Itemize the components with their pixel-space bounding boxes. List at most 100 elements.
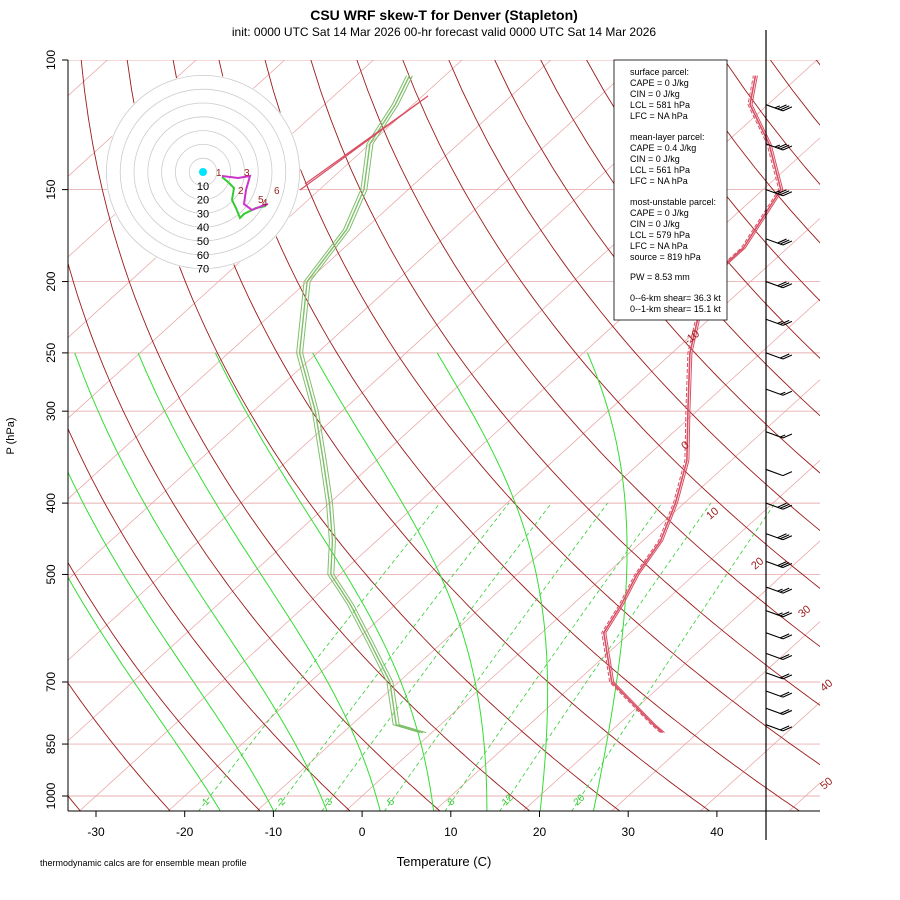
dry-adiabat-line xyxy=(356,60,820,648)
wind-barb-flag xyxy=(782,726,793,732)
mixing-ratio-line xyxy=(274,502,510,811)
dry-adiabat-line xyxy=(68,561,261,811)
wind-barb-flag xyxy=(782,191,793,197)
wind-barb-flag xyxy=(777,502,787,508)
wind-barb-flag xyxy=(779,144,790,150)
mu-lfc: LFC = NA hPa xyxy=(630,241,688,251)
wind-barb-half-flag xyxy=(774,144,780,148)
mean-layer-parcel-title: mean-layer parcel: xyxy=(630,132,705,142)
hodograph-ring-label: 20 xyxy=(197,195,209,207)
wind-barb xyxy=(765,652,793,661)
chart-subtitle: init: 0000 UTC Sat 14 Mar 2026 00-hr for… xyxy=(232,25,657,39)
hodograph-ring xyxy=(188,157,218,187)
isotherm-line xyxy=(788,782,820,811)
wind-barb-flag xyxy=(779,319,790,325)
hodograph-ring xyxy=(174,143,231,200)
y-axis-title: P (hPa) xyxy=(5,417,17,454)
mu-source: source = 819 hPa xyxy=(630,252,701,262)
wind-barb-shaft xyxy=(765,431,784,439)
mixing-ratio-line xyxy=(384,502,608,811)
dry-adiabat-line xyxy=(402,60,820,589)
mixing-ratio-label: 8 xyxy=(446,796,458,808)
dry-adiabat-line xyxy=(862,60,900,812)
mixing-ratio-lines xyxy=(198,502,776,811)
wind-barb-shaft xyxy=(765,189,784,197)
dry-adiabat-line xyxy=(264,60,820,766)
wind-barb-shaft xyxy=(765,143,784,151)
moist-adiabat-line xyxy=(312,352,488,811)
dry-adiabat-line xyxy=(68,682,171,811)
wind-barb-half-flag xyxy=(774,105,780,109)
mean-lfc: LFC = NA hPa xyxy=(630,176,688,186)
wind-barb-flag xyxy=(779,534,790,540)
most-unstable-parcel-title: most-unstable parcel: xyxy=(630,197,716,207)
wind-barb xyxy=(765,724,793,732)
x-tick-label: -10 xyxy=(265,825,283,839)
wind-barb-flag xyxy=(779,503,790,509)
y-tick-label: 100 xyxy=(44,50,58,70)
wind-barb-flag xyxy=(779,691,790,697)
precipitable-water: PW = 8.53 mm xyxy=(630,272,690,282)
surface-parcel-title: surface parcel: xyxy=(630,67,689,77)
hodograph-point-label: 4 xyxy=(262,198,268,209)
hodograph-ring-label: 70 xyxy=(197,264,209,276)
wind-barb xyxy=(765,281,793,289)
wind-barbs xyxy=(765,104,793,732)
hodograph-point-label: 1 xyxy=(216,168,222,179)
wind-barb xyxy=(765,318,793,326)
dry-adiabat-line xyxy=(540,60,820,417)
mixing-ratio-label: 2 xyxy=(276,796,288,808)
x-tick-label: 30 xyxy=(622,825,636,839)
mixing-ratio-line xyxy=(571,502,776,811)
hodograph-trace-high xyxy=(221,174,269,212)
wind-barb xyxy=(765,352,793,360)
y-tick-label: 200 xyxy=(44,271,58,291)
wind-barb-flag xyxy=(777,104,787,110)
wind-barb-shaft xyxy=(765,724,784,732)
moist-adiabat-line xyxy=(68,471,275,811)
wind-barb-flag xyxy=(782,471,793,477)
hodograph-ring xyxy=(106,75,300,269)
wind-barb xyxy=(765,388,793,396)
isotherm-line xyxy=(345,379,820,811)
wind-barb xyxy=(765,707,793,715)
wind-barb-flag xyxy=(782,390,793,396)
wind-barb-flag xyxy=(782,106,793,112)
isotherm-line xyxy=(68,60,729,661)
wind-barb-flag xyxy=(779,633,790,639)
wind-barb xyxy=(765,189,793,197)
wind-barb-flag xyxy=(777,533,787,539)
wind-barb-flag xyxy=(777,238,787,244)
dry-adiabat-line xyxy=(310,60,820,706)
wind-barb-flag xyxy=(777,281,787,287)
dry-adiabat-line xyxy=(80,60,531,811)
hodograph-origin-dot xyxy=(199,168,207,176)
wind-barb-shaft xyxy=(765,502,784,510)
isotherm-line xyxy=(611,621,820,811)
mixing-ratio-line xyxy=(499,502,712,811)
wind-barb-half-flag xyxy=(777,320,783,324)
wind-barb-half-flag xyxy=(774,190,780,194)
y-tick-label: 300 xyxy=(44,401,58,421)
wind-barb xyxy=(765,533,793,541)
wind-barb-flag xyxy=(779,654,790,660)
y-tick-label: 150 xyxy=(44,179,58,199)
y-axis-ticks: 100 150 200 250 300 400 500 700 850 1000 xyxy=(44,50,68,809)
wind-barb-shaft xyxy=(765,560,784,569)
wind-barb-flag xyxy=(782,240,793,246)
x-tick-label: -20 xyxy=(176,825,194,839)
dry-adiabat-line xyxy=(68,427,351,811)
isotherm-line xyxy=(68,60,640,581)
dewpoint-profile-line xyxy=(298,75,424,734)
mean-cin: CIN = 0 J/kg xyxy=(630,154,680,164)
isotherm-line xyxy=(167,217,820,811)
wind-barb-flag xyxy=(779,282,790,288)
wind-barb-flag xyxy=(782,563,793,569)
wind-barb xyxy=(765,104,793,112)
x-tick-label: 40 xyxy=(710,825,724,839)
mixing-ratio-label: 5 xyxy=(385,796,397,808)
hodograph-ring-label: 40 xyxy=(197,222,209,234)
wind-barb-shaft xyxy=(765,352,784,360)
